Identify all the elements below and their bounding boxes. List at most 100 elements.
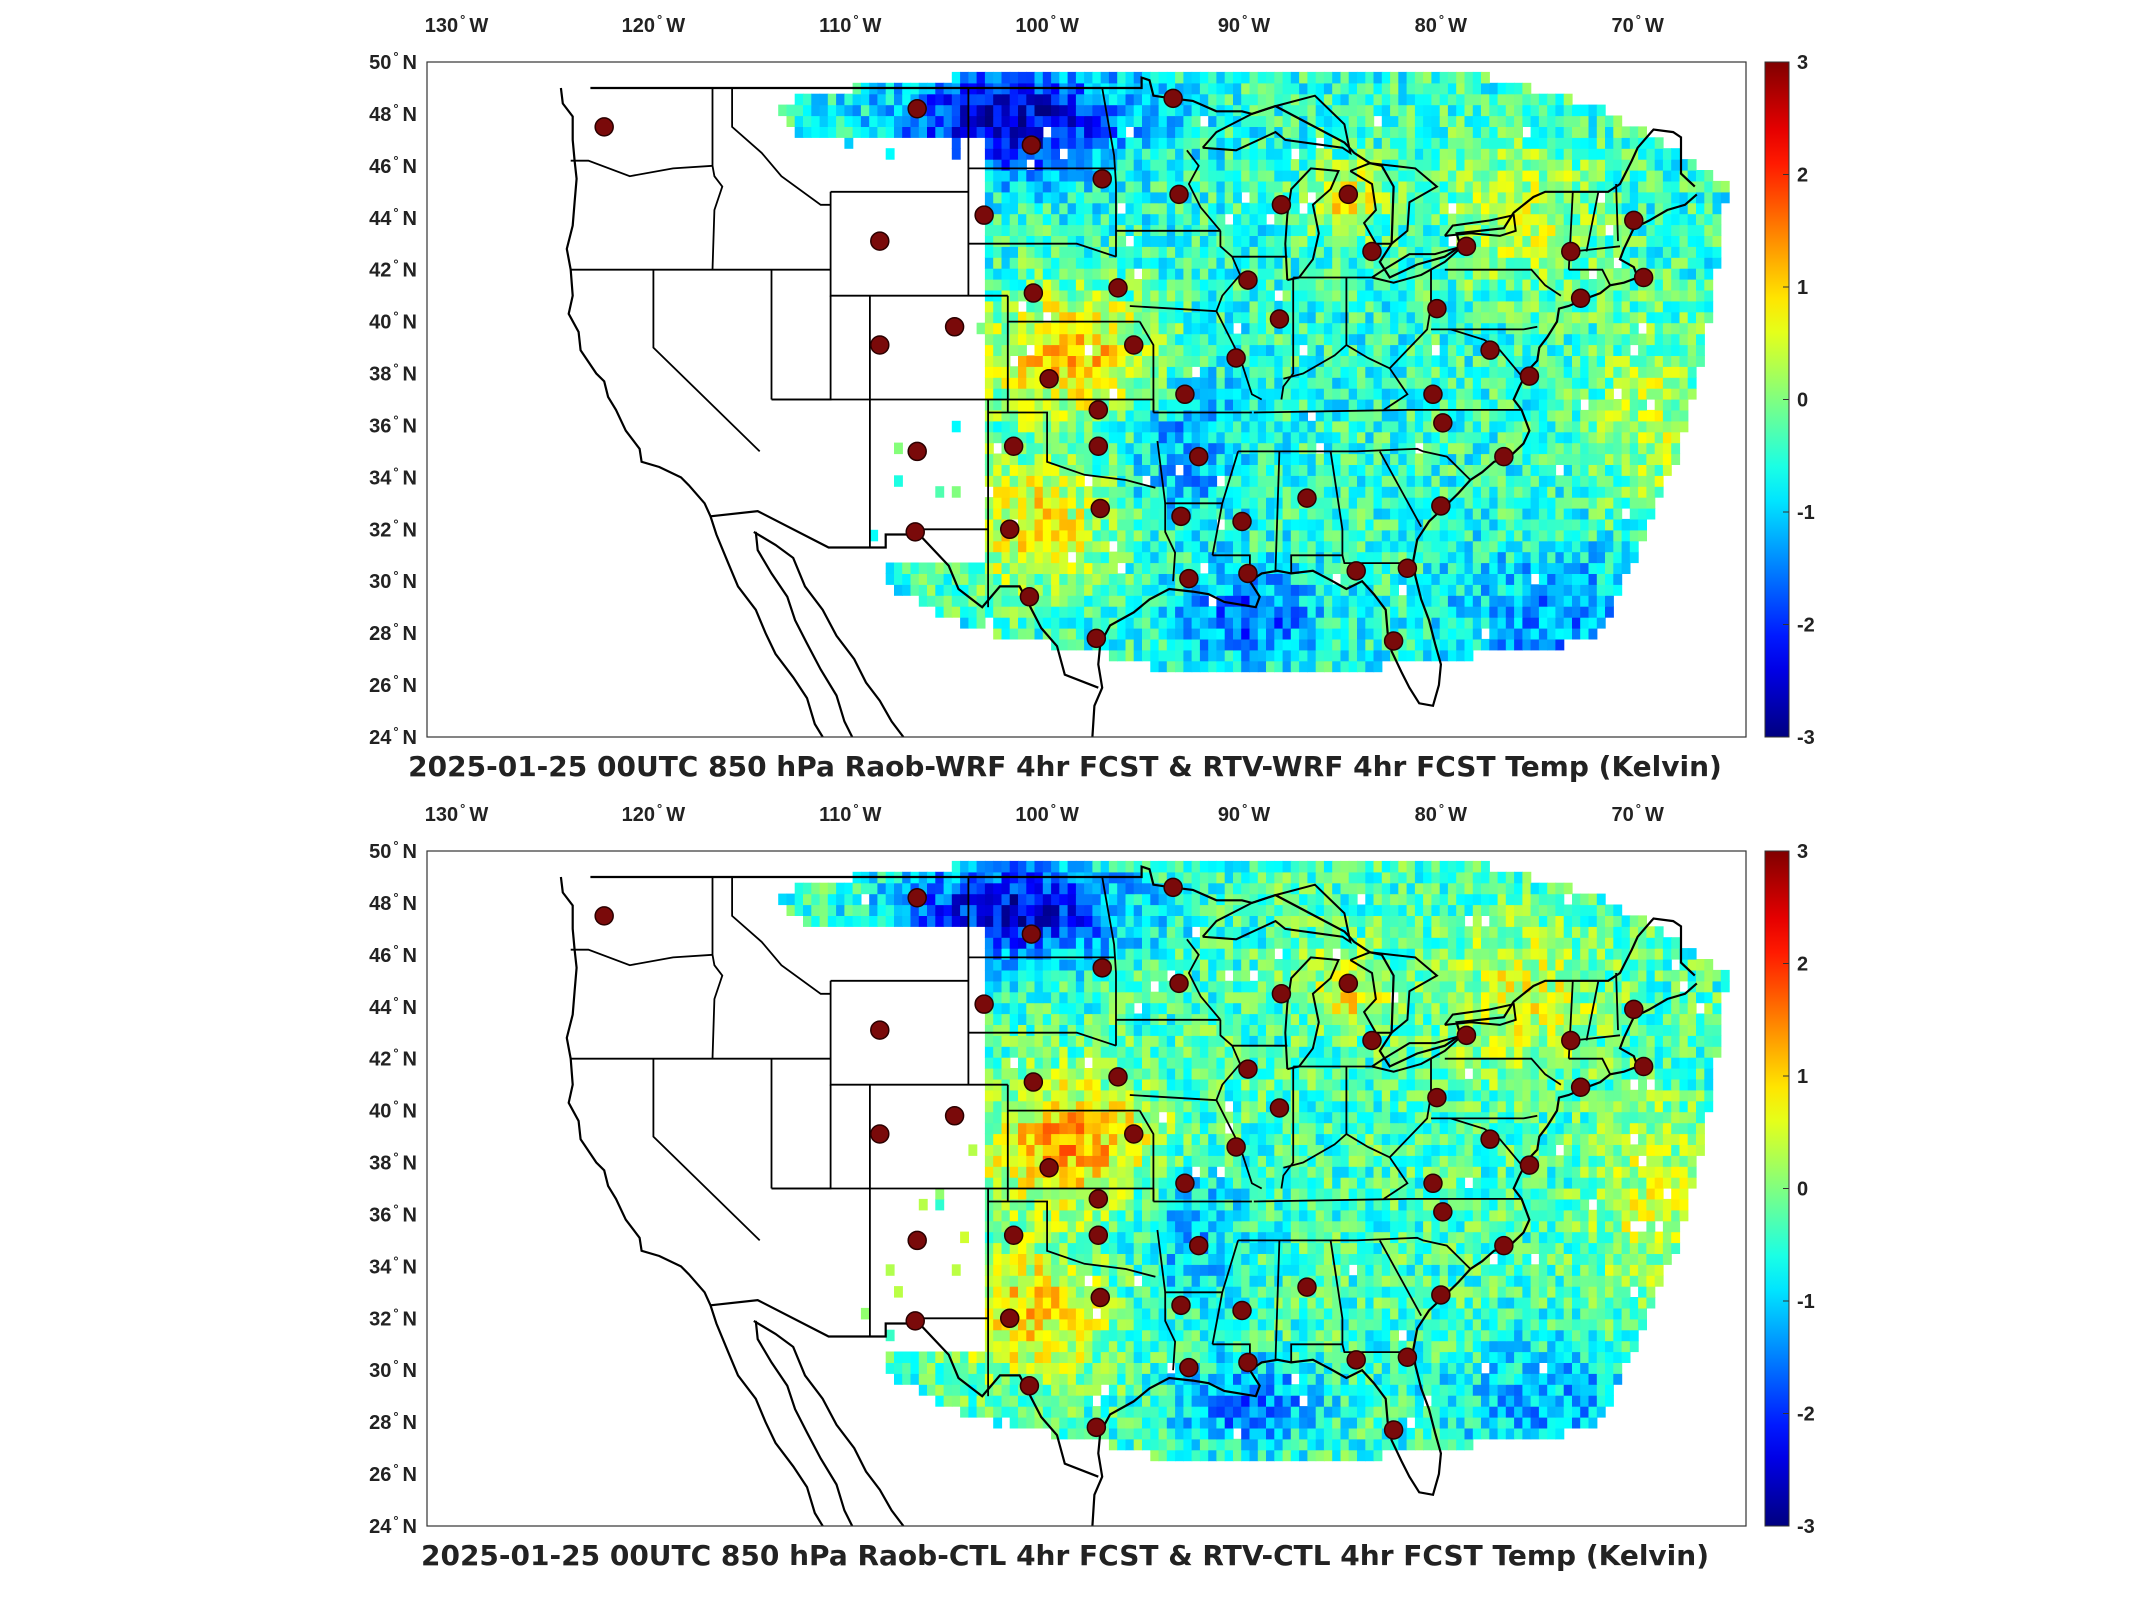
raob-station-marker	[1021, 924, 1042, 944]
state-boundary	[652, 269, 761, 453]
raob-station-marker	[1088, 1189, 1109, 1209]
raob-station-marker	[1108, 278, 1128, 298]
raob-station-marker	[944, 317, 965, 337]
mexico-west-coastline	[753, 530, 905, 737]
state-boundary	[1238, 447, 1472, 481]
raob-station-marker	[1108, 1067, 1128, 1087]
raob-station-marker	[1086, 1417, 1107, 1438]
raob-station-marker	[1570, 1077, 1591, 1097]
longitude-tick-label: 80 ° W	[1415, 801, 1467, 826]
colorbar-tick-label: 2	[1797, 954, 1808, 976]
state-boundary	[1615, 972, 1619, 1031]
mexico-border	[710, 1298, 1099, 1478]
state-boundary	[1431, 1114, 1538, 1120]
raob-station-marker	[1238, 1059, 1258, 1079]
mexico-west-coastline	[753, 1319, 905, 1526]
raob-station-marker	[1175, 1173, 1195, 1194]
great-lake-outline	[1349, 951, 1439, 1034]
panel-title-top: 2025-01-25 00UTC 850 hPa Raob-WRF 4hr FC…	[408, 750, 1722, 783]
state-boundary	[1431, 325, 1538, 331]
gulf-atlantic-coastline	[1091, 982, 1698, 1526]
latitude-tick-label: 46 ° N	[369, 942, 417, 967]
latitude-tick-label: 50 ° N	[369, 49, 417, 74]
bottom-map-panel: 130 ° W 120 ° W 110 ° W 100 ° W 90 ° W 80 ° W 70 ° W 50 ° N 48 ° N…	[369, 801, 1815, 1572]
panel-title-bottom: 2025-01-25 00UTC 850 hPa Raob-CTL 4hr FC…	[421, 1539, 1709, 1572]
raob-station-marker	[1494, 446, 1514, 467]
raob-station-marker	[870, 1020, 890, 1040]
state-boundary	[1129, 1094, 1217, 1102]
raob-station-marker	[1427, 298, 1447, 319]
longitude-tick-label: 70 ° W	[1612, 12, 1664, 37]
state-boundary	[1253, 408, 1522, 414]
raob-station-marker	[907, 887, 927, 908]
raob-station-marker	[1297, 488, 1317, 508]
latitude-tick-label: 28 ° N	[369, 620, 417, 645]
state-boundary	[1379, 450, 1422, 528]
state-boundary	[1444, 1057, 1562, 1086]
raob-station-marker	[1346, 561, 1366, 581]
raob-station-marker	[1238, 1352, 1258, 1373]
latitude-tick-label: 46 ° N	[369, 153, 417, 178]
raob-station-marker	[1397, 558, 1418, 578]
state-boundary	[731, 88, 831, 206]
great-lake-outline	[1284, 167, 1340, 282]
raob-station-marker	[1169, 184, 1189, 205]
raob-station-marker	[1003, 436, 1024, 456]
state-boundary	[1274, 1240, 1281, 1360]
state-boundary	[1129, 305, 1217, 313]
raob-station-marker	[1433, 413, 1453, 433]
raob-station-marker	[594, 117, 614, 137]
state-boundary	[919, 1188, 989, 1320]
colorbar-tick-label: 2	[1797, 165, 1808, 187]
raob-station-marker	[1633, 1056, 1654, 1077]
raob-station-marker	[1163, 88, 1183, 109]
top-map-panel: 130 ° W 120 ° W 110 ° W 100 ° W 90 ° W 80 ° W 70 ° W 50 ° N 48 ° N…	[369, 12, 1815, 783]
raob-station-marker	[1480, 1129, 1500, 1149]
raob-station-marker	[1423, 1173, 1443, 1194]
state-boundary	[1253, 1198, 1522, 1203]
raob-station-marker	[1633, 267, 1654, 288]
raob-station-marker	[1086, 628, 1107, 649]
state-boundary	[1615, 183, 1619, 242]
raob-station-marker	[1163, 877, 1183, 898]
latitude-tick-label: 30 ° N	[369, 568, 417, 593]
raob-station-marker	[1271, 984, 1292, 1004]
longitude-tick-label: 80 ° W	[1415, 12, 1467, 37]
raob-station-marker	[1021, 135, 1042, 155]
colorbar-tick-label: -1	[1797, 502, 1815, 524]
raob-station-marker	[1092, 169, 1112, 189]
latitude-tick-label: 48 ° N	[369, 890, 417, 915]
raob-station-marker	[1169, 973, 1189, 994]
raob-station-marker	[870, 231, 890, 251]
colorbar-tick-label: 1	[1797, 277, 1808, 299]
political-boundaries	[559, 76, 1698, 737]
longitude-tick-label: 120 ° W	[622, 801, 686, 826]
mexico-border	[710, 509, 1099, 689]
great-lake-outline	[1201, 883, 1352, 945]
state-boundary	[988, 1200, 1156, 1278]
state-boundary	[968, 1031, 1117, 1047]
longitude-tick-label: 100 ° W	[1015, 12, 1079, 37]
colorbar-tick-label: 0	[1797, 390, 1808, 412]
great-lake-outline	[1444, 1002, 1517, 1026]
colorbar-tick-label: -3	[1797, 1516, 1815, 1538]
latitude-tick-label: 48 ° N	[369, 101, 417, 126]
state-boundary	[1215, 230, 1263, 401]
longitude-tick-label: 90 ° W	[1218, 12, 1270, 37]
state-boundary	[1568, 1057, 1612, 1075]
latitude-tick-label: 44 ° N	[369, 994, 417, 1019]
raob-station-marker	[1088, 1225, 1109, 1245]
raob-station-marker	[1123, 335, 1144, 355]
latitude-tick-label: 30 ° N	[369, 1357, 417, 1382]
state-boundary	[711, 877, 724, 1059]
state-boundary	[968, 242, 1117, 258]
raob-station-marker	[905, 522, 925, 542]
raob-station-marker	[870, 1124, 890, 1144]
colorbar-tick-label: 1	[1797, 1066, 1808, 1088]
latitude-tick-label: 34 ° N	[369, 1253, 417, 1278]
raob-station-marker	[1431, 496, 1451, 516]
raob-station-marker	[1238, 270, 1258, 290]
raob-station-marker	[1362, 1030, 1382, 1051]
raob-station-marker	[1175, 384, 1195, 405]
raob-station-marker	[1039, 1157, 1059, 1178]
